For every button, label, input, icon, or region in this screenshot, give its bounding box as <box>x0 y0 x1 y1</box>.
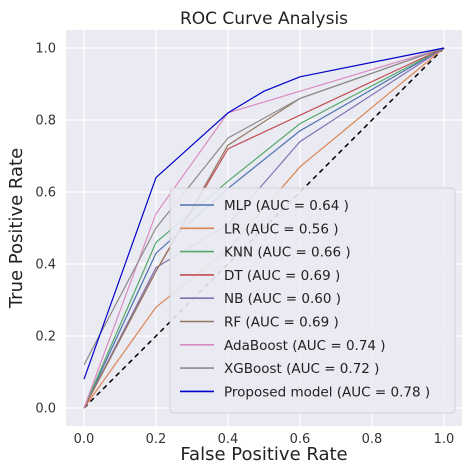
y-axis-label: True Positive Rate <box>6 148 27 309</box>
x-tick-label: 0.6 <box>290 432 311 447</box>
legend-label: XGBoost (AUC = 0.72 ) <box>224 361 379 377</box>
chart-title: ROC Curve Analysis <box>180 9 348 29</box>
legend: MLP (AUC = 0.64 ) LR (AUC = 0.56 ) KNN (AU… <box>169 187 456 414</box>
y-tick-label: 0.4 <box>35 258 56 273</box>
legend-label: MLP (AUC = 0.64 ) <box>224 198 349 214</box>
roc-line <box>83 47 445 366</box>
x-axis-label: False Positive Rate <box>180 444 347 465</box>
y-tick-label: 0.0 <box>35 402 56 417</box>
x-tick-label: 1.0 <box>434 432 455 447</box>
x-tick-label: 0.0 <box>74 432 95 447</box>
roc-line <box>83 47 445 380</box>
y-tick-label: 0.8 <box>35 114 56 129</box>
legend-box <box>169 187 456 414</box>
x-tick-label: 0.2 <box>146 432 167 447</box>
x-tick-label: 0.8 <box>362 432 383 447</box>
y-tick-label: 0.6 <box>35 186 56 201</box>
x-tick-label: 0.4 <box>218 432 239 447</box>
legend-label: DT (AUC = 0.69 ) <box>224 268 340 284</box>
legend-label: AdaBoost (AUC = 0.74 ) <box>224 338 386 354</box>
tick-labels: 0.0 0.2 0.4 0.6 0.8 1.0 0.0 0.2 0.4 0.6 0.8 1.0 <box>35 42 454 448</box>
legend-label: Proposed model (AUC = 0.78 ) <box>224 384 430 400</box>
legend-label: LR (AUC = 0.56 ) <box>224 221 339 237</box>
y-tick-label: 0.2 <box>35 330 56 345</box>
legend-label: RF (AUC = 0.69 ) <box>224 315 339 331</box>
roc-line <box>83 47 445 409</box>
legend-label: NB (AUC = 0.60 ) <box>224 291 341 307</box>
legend-label: KNN (AUC = 0.66 ) <box>224 245 351 261</box>
y-tick-label: 1.0 <box>35 42 56 57</box>
